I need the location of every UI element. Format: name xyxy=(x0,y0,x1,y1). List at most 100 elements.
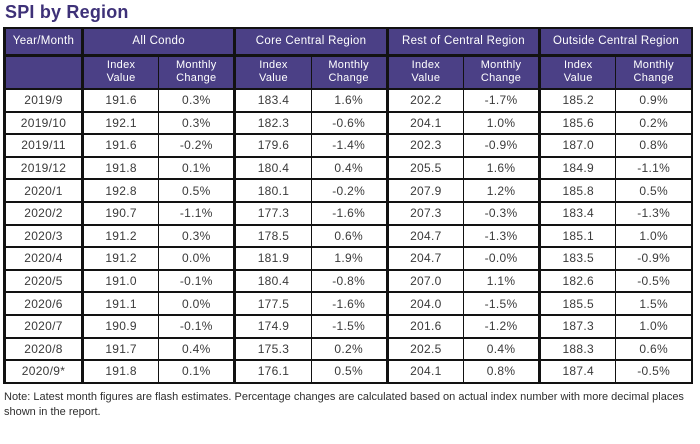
monthly-change-cell: -1.6% xyxy=(310,291,388,316)
monthly-change-cell: 0.3% xyxy=(158,110,236,136)
monthly-change-cell: 0.5% xyxy=(158,178,236,203)
monthly-change-cell: -0.8% xyxy=(310,268,388,294)
index-value-cell: 180.4 xyxy=(233,155,312,181)
year-month-cell: 2019/11 xyxy=(3,133,83,158)
index-value-cell: 184.9 xyxy=(538,155,617,181)
index-value-cell: 182.6 xyxy=(538,268,617,294)
group-header-row: Year/Month All Condo Core Central Region… xyxy=(3,27,693,57)
index-value-cell: 185.5 xyxy=(538,291,617,316)
year-month-cell: 2020/4 xyxy=(3,246,83,271)
year-month-cell: 2020/7 xyxy=(3,313,83,339)
index-value-cell: 180.4 xyxy=(233,268,312,294)
monthly-change-cell: -0.1% xyxy=(158,268,236,294)
index-value-cell: 185.8 xyxy=(538,178,617,203)
year-month-cell: 2019/10 xyxy=(3,110,83,136)
monthly-change-cell: 0.8% xyxy=(462,359,541,384)
index-value-header: Index Value xyxy=(385,54,464,90)
table-row: 2020/6 191.1 0.0% 177.5 -1.6% 204.0 -1.5% 185.5… xyxy=(3,291,693,316)
monthly-change-cell: -0.2% xyxy=(158,133,236,158)
page: SPI by Region Year/Month All Condo Core … xyxy=(3,2,693,418)
index-value-cell: 191.2 xyxy=(80,246,160,271)
footnote: Note: Latest month figures are flash est… xyxy=(4,390,684,418)
monthly-change-cell: 0.3% xyxy=(158,223,236,249)
index-value-cell: 201.6 xyxy=(385,313,464,339)
index-value-header: Index Value xyxy=(538,54,617,90)
index-value-cell: 202.5 xyxy=(385,336,464,362)
monthly-change-cell: -1.2% xyxy=(462,313,541,339)
index-value-cell: 190.9 xyxy=(80,313,160,339)
index-value-cell: 187.3 xyxy=(538,313,617,339)
monthly-change-cell: 1.6% xyxy=(462,155,541,181)
index-value-cell: 205.5 xyxy=(385,155,464,181)
table-row: 2020/1 192.8 0.5% 180.1 -0.2% 207.9 1.2% 185.8 0… xyxy=(3,178,693,203)
monthly-change-cell: 0.2% xyxy=(615,110,693,136)
year-month-cell: 2020/8 xyxy=(3,336,83,362)
year-month-cell: 2019/9 xyxy=(3,88,83,113)
monthly-change-header: Monthly Change xyxy=(310,54,388,90)
monthly-change-cell: 0.8% xyxy=(615,133,693,158)
index-value-cell: 202.2 xyxy=(385,88,464,113)
monthly-change-cell: 0.6% xyxy=(615,336,693,362)
monthly-change-cell: 0.5% xyxy=(615,178,693,203)
monthly-change-cell: -0.6% xyxy=(310,110,388,136)
monthly-change-cell: 1.1% xyxy=(462,268,541,294)
monthly-change-cell: 1.6% xyxy=(310,88,388,113)
monthly-change-cell: -1.5% xyxy=(462,291,541,316)
monthly-change-cell: -0.9% xyxy=(615,246,693,271)
monthly-change-cell: -1.3% xyxy=(462,223,541,249)
index-value-cell: 191.6 xyxy=(80,88,160,113)
index-value-cell: 207.9 xyxy=(385,178,464,203)
monthly-change-cell: -0.5% xyxy=(615,268,693,294)
monthly-change-cell: 1.0% xyxy=(615,223,693,249)
index-value-cell: 187.4 xyxy=(538,359,617,384)
year-month-cell: 2020/9* xyxy=(3,359,83,384)
index-value-cell: 181.9 xyxy=(233,246,312,271)
monthly-change-cell: 0.4% xyxy=(310,155,388,181)
index-value-cell: 180.1 xyxy=(233,178,312,203)
monthly-change-cell: -1.4% xyxy=(310,133,388,158)
index-value-cell: 204.0 xyxy=(385,291,464,316)
monthly-change-cell: 0.4% xyxy=(462,336,541,362)
monthly-change-cell: 0.1% xyxy=(158,359,236,384)
year-month-cell: 2020/2 xyxy=(3,200,83,226)
index-value-cell: 188.3 xyxy=(538,336,617,362)
index-value-cell: 179.6 xyxy=(233,133,312,158)
year-month-subheader-empty xyxy=(3,54,83,90)
index-value-cell: 191.6 xyxy=(80,133,160,158)
table-header: Year/Month All Condo Core Central Region… xyxy=(3,27,693,90)
table-row: 2020/7 190.9 -0.1% 174.9 -1.5% 201.6 -1.2% 187.… xyxy=(3,313,693,339)
table-row: 2020/8 191.7 0.4% 175.3 0.2% 202.5 0.4% 188.3 0.… xyxy=(3,336,693,362)
index-value-cell: 174.9 xyxy=(233,313,312,339)
index-value-cell: 204.1 xyxy=(385,359,464,384)
monthly-change-cell: 1.5% xyxy=(615,291,693,316)
index-value-cell: 191.0 xyxy=(80,268,160,294)
index-value-header: Index Value xyxy=(233,54,312,90)
index-value-cell: 202.3 xyxy=(385,133,464,158)
index-value-cell: 185.6 xyxy=(538,110,617,136)
index-value-cell: 185.2 xyxy=(538,88,617,113)
year-month-cell: 2020/5 xyxy=(3,268,83,294)
spi-by-region-table: Year/Month All Condo Core Central Region… xyxy=(3,27,693,384)
index-value-cell: 207.0 xyxy=(385,268,464,294)
table-row: 2020/2 190.7 -1.1% 177.3 -1.6% 207.3 -0.3% 183.… xyxy=(3,200,693,226)
monthly-change-cell: -1.1% xyxy=(158,200,236,226)
index-value-cell: 183.4 xyxy=(233,88,312,113)
index-value-cell: 192.1 xyxy=(80,110,160,136)
index-value-cell: 204.1 xyxy=(385,110,464,136)
table-body: 2019/9 191.6 0.3% 183.4 1.6% 202.2 -1.7% 185.2 0… xyxy=(3,88,693,384)
index-value-cell: 207.3 xyxy=(385,200,464,226)
monthly-change-cell: -0.5% xyxy=(615,359,693,384)
table-row: 2020/3 191.2 0.3% 178.5 0.6% 204.7 -1.3% 185.1 1… xyxy=(3,223,693,249)
index-value-cell: 191.8 xyxy=(80,359,160,384)
index-value-cell: 182.3 xyxy=(233,110,312,136)
monthly-change-cell: -1.3% xyxy=(615,200,693,226)
monthly-change-header: Monthly Change xyxy=(615,54,693,90)
index-value-cell: 191.8 xyxy=(80,155,160,181)
year-month-cell: 2019/12 xyxy=(3,155,83,181)
monthly-change-cell: 0.9% xyxy=(615,88,693,113)
index-value-cell: 204.7 xyxy=(385,223,464,249)
group-header-all-condo: All Condo xyxy=(80,27,236,57)
index-value-cell: 185.1 xyxy=(538,223,617,249)
monthly-change-cell: -0.3% xyxy=(462,200,541,226)
monthly-change-cell: 0.1% xyxy=(158,155,236,181)
